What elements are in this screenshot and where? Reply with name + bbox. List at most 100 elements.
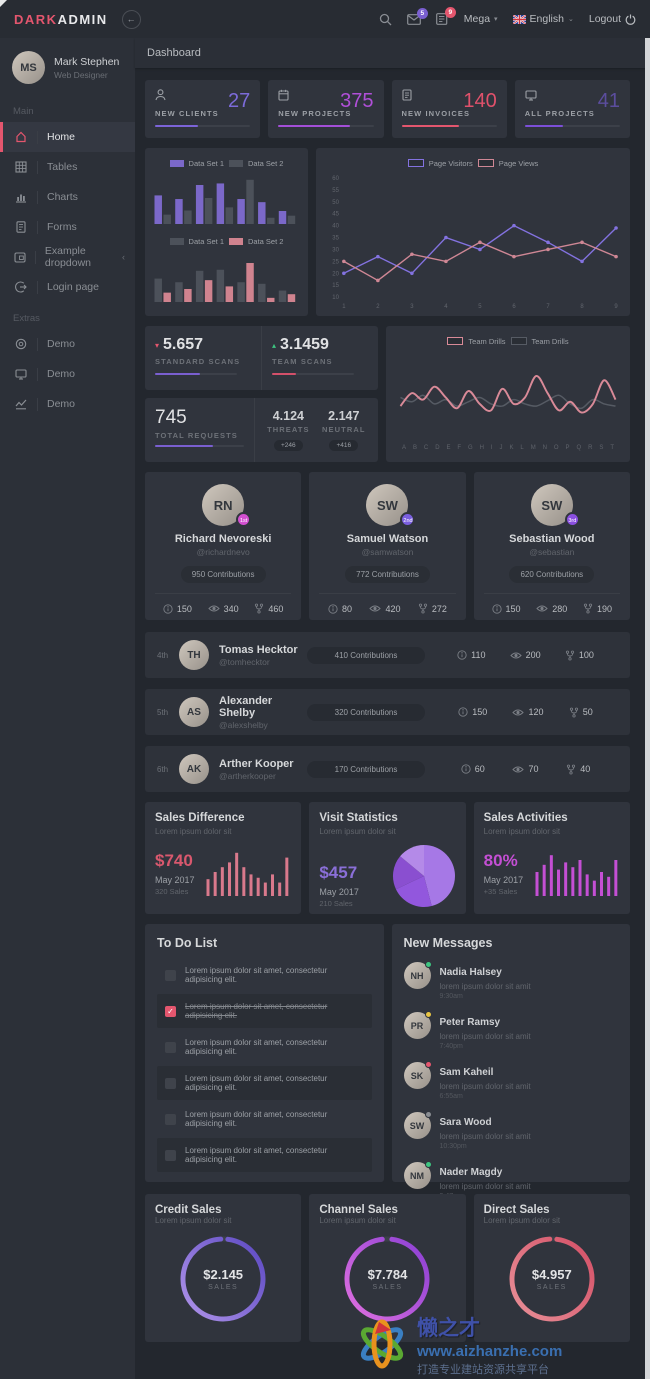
sender-name: Sam Kaheil — [439, 1067, 494, 1078]
sidebar-item-forms[interactable]: Forms — [0, 212, 135, 242]
calendar-icon — [278, 88, 289, 105]
sidebar-item-example-dropdown[interactable]: Example dropdown ‹ — [0, 242, 135, 272]
mega-menu[interactable]: Mega ▾ — [464, 13, 498, 25]
forks-stat: 50 — [569, 707, 593, 718]
checkbox[interactable] — [165, 1113, 176, 1125]
stat-cards-row: NEW CLIENTS 27 NEW PROJECTS 375 NEW INVO… — [145, 80, 630, 138]
message-text: lorem ipsum dolor sit amit — [439, 1182, 531, 1191]
card-subtitle: Lorem ipsum dolor sit — [483, 827, 561, 836]
todo-item[interactable]: Lorem ipsum dolor sit amet, consectetur … — [157, 958, 372, 992]
card-subtitle: Lorem ipsum dolor sit — [483, 1216, 561, 1225]
chart-legend: Data Set 1 Data Set 2 — [153, 234, 300, 248]
channel-sales-card: Channel Sales Lorem ipsum dolor sit $7.7… — [309, 1194, 466, 1342]
standard-scans-value: 5.657 — [163, 336, 204, 353]
contributor-row[interactable]: 6th AK Arther Kooper @artherkooper 170 C… — [145, 746, 630, 792]
brand-logo[interactable]: DARKADMIN — [14, 12, 108, 27]
sidebar-item-label: Tables — [47, 161, 78, 173]
grouped-bar-chart — [153, 248, 300, 302]
todo-item[interactable]: Lorem ipsum dolor sit amet, consectetur … — [157, 994, 372, 1028]
svg-text:8: 8 — [580, 304, 584, 310]
forks-stat: 460 — [254, 603, 283, 614]
neutral-badge: +416 — [329, 439, 359, 451]
message-item[interactable]: NM Nader Magdy lorem ipsum dolor sit amit… — [403, 1161, 619, 1200]
progress-fill — [155, 373, 200, 375]
sidebar-item-demo-3[interactable]: Demo — [0, 389, 135, 419]
target-icon — [14, 338, 28, 350]
monitor-icon — [14, 368, 28, 380]
sidebar-user[interactable]: MS Mark Stephen Web Designer — [0, 38, 135, 95]
forks-stat: 40 — [566, 764, 590, 775]
message-item[interactable]: SK Sam Kaheil lorem ipsum dolor sit amit 6… — [403, 1061, 619, 1100]
threats-badge: +246 — [274, 439, 303, 451]
todo-item[interactable]: Lorem ipsum dolor sit amet, consectetur … — [157, 1030, 372, 1064]
watermark-title: 懒之才 — [417, 1317, 480, 1340]
legend-swatch — [407, 159, 424, 167]
svg-text:4: 4 — [444, 304, 448, 310]
charts-row: Data Set 1 Data Set 2 Data Set 1 Data Se… — [145, 148, 630, 316]
window-icon — [14, 251, 26, 263]
sender-name: Nadia Halsey — [439, 967, 502, 978]
stat-card-new-clients: NEW CLIENTS 27 — [145, 80, 261, 138]
direct-sales-card: Direct Sales Lorem ipsum dolor sit $4.95… — [473, 1194, 630, 1342]
checkbox[interactable] — [165, 969, 176, 981]
sidebar-item-label: Forms — [47, 221, 77, 233]
sidebar: MS Mark Stephen Web Designer Main Home T… — [0, 38, 135, 1379]
notifications-icon[interactable]: 9 — [435, 7, 456, 25]
chart-legend: Team Drills Team Drills — [394, 334, 622, 348]
legend-label: Data Set 2 — [248, 158, 284, 168]
sales-value: $457 — [319, 863, 358, 882]
stat-label: NEW PROJECTS — [278, 109, 352, 118]
message-item[interactable]: SW Sara Wood lorem ipsum dolor sit amit 10… — [403, 1111, 619, 1150]
checkbox[interactable] — [165, 1077, 176, 1089]
contributor-name: Sebastian Wood — [509, 533, 595, 545]
sidebar-item-home[interactable]: Home — [0, 122, 135, 152]
sidebar-item-demo-1[interactable]: Demo — [0, 329, 135, 359]
language-label: English — [529, 13, 564, 25]
todo-item[interactable]: Lorem ipsum dolor sit amet, consectetur … — [157, 1066, 372, 1100]
sidebar-item-login-page[interactable]: Login page — [0, 272, 135, 302]
contributor-row[interactable]: 4th TH Tomas Hecktor @tomhecktor 410 Con… — [145, 632, 630, 678]
page-visits-line-chart: 10 15 20 25 30 35 40 45 50 55 60 1 2 3 4 5 6 7 8 9 — [322, 170, 624, 313]
stat-card-all-projects: ALL PROJECTS 41 — [514, 80, 630, 138]
gauge-label: SALES — [536, 1284, 567, 1291]
stat-card-new-projects: NEW PROJECTS 375 — [268, 80, 384, 138]
bar-chart-icon — [14, 191, 28, 203]
messages-icon[interactable]: 5 — [406, 7, 428, 25]
brand-secondary: ADMIN — [57, 11, 108, 27]
logout-button[interactable]: Logout — [589, 13, 636, 25]
sidebar-item-demo-2[interactable]: Demo — [0, 359, 135, 389]
credit-sales-card: Credit Sales Lorem ipsum dolor sit $2.14… — [145, 1194, 302, 1342]
sales-row: Sales Difference Lorem ipsum dolor sit $… — [145, 802, 630, 914]
contributor-row[interactable]: 5th AS Alexander Shelby @alexshelby 320 … — [145, 689, 630, 735]
language-selector[interactable]: English ⌄ — [512, 13, 574, 25]
sidebar-toggle-button[interactable]: ← — [121, 9, 141, 29]
form-icon — [14, 221, 28, 233]
neutral-value: 2.147 — [328, 408, 360, 423]
message-item[interactable]: PR Peter Ramsy lorem ipsum dolor sit amit… — [403, 1011, 619, 1050]
card-subtitle: Lorem ipsum dolor sit — [319, 827, 396, 836]
stat-value: 41 — [597, 90, 620, 112]
status-dot — [424, 961, 432, 968]
todo-item[interactable]: Lorem ipsum dolor sit amet, consectetur … — [157, 1138, 372, 1172]
table-icon — [14, 161, 28, 173]
message-item[interactable]: NH Nadia Halsey lorem ipsum dolor sit ami… — [403, 961, 619, 1000]
sidebar-item-tables[interactable]: Tables — [0, 152, 135, 182]
scrollbar[interactable] — [645, 38, 650, 1379]
search-icon[interactable] — [379, 13, 392, 26]
progress-track — [401, 125, 497, 127]
sales-value: $740 — [155, 851, 193, 870]
checkbox[interactable] — [165, 1041, 176, 1053]
divider — [37, 160, 38, 174]
checkbox-checked[interactable] — [165, 1005, 176, 1017]
progress-track — [272, 373, 354, 375]
stat-value: 375 — [340, 90, 374, 112]
topbar-actions: 5 9 Mega ▾ English ⌄ Logout — [379, 7, 636, 26]
todo-item[interactable]: Lorem ipsum dolor sit amet, consectetur … — [157, 1102, 372, 1136]
sidebar-item-label: Demo — [47, 368, 76, 380]
checkbox[interactable] — [165, 1149, 176, 1161]
rank-label: 6th — [157, 764, 169, 774]
rank-badge: 3rd — [564, 512, 580, 527]
issues-stat: 110 — [457, 650, 486, 661]
sidebar-item-charts[interactable]: Charts — [0, 182, 135, 212]
caret-up-icon: ▴ — [272, 340, 277, 350]
